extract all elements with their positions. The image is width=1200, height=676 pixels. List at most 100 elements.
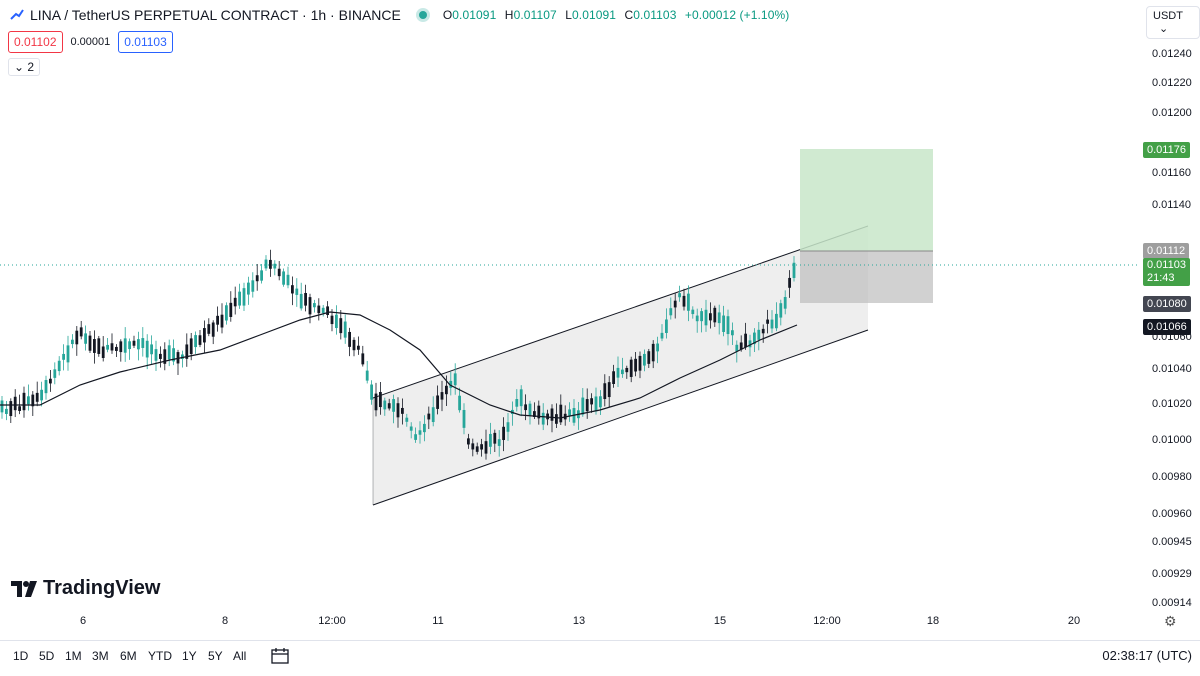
candle-body bbox=[260, 270, 263, 281]
time-tick: 6 bbox=[79, 615, 87, 627]
candle-body bbox=[515, 399, 519, 407]
candle-body bbox=[264, 259, 268, 269]
candle-body bbox=[594, 396, 598, 412]
candle-body bbox=[211, 322, 215, 337]
range-button-5d[interactable]: 5D bbox=[39, 649, 55, 663]
time-tick: 8 bbox=[221, 615, 229, 627]
range-button-1m[interactable]: 1M bbox=[65, 649, 82, 663]
currency-selector[interactable]: USDT ⌄ bbox=[1146, 6, 1200, 39]
candle-body bbox=[656, 343, 659, 352]
candle-body bbox=[546, 413, 549, 420]
candle-body bbox=[335, 314, 338, 329]
candle-body bbox=[348, 331, 351, 347]
candle-body bbox=[506, 422, 510, 432]
candle-body bbox=[132, 340, 136, 346]
candle-body bbox=[484, 441, 488, 454]
candle-body bbox=[49, 378, 52, 384]
candle-body bbox=[220, 314, 224, 328]
candle-body bbox=[748, 340, 752, 348]
candle-body bbox=[150, 344, 153, 355]
candle-body bbox=[695, 315, 699, 322]
candle-body bbox=[295, 288, 299, 295]
candle-body bbox=[101, 346, 105, 359]
chevron-down-icon: ⌄ bbox=[14, 60, 25, 74]
chart-header: LINA / TetherUS PERPETUAL CONTRACT · 1h … bbox=[10, 7, 789, 23]
indicators-toggle[interactable]: ⌄ 2 bbox=[8, 58, 41, 76]
candle-body bbox=[471, 443, 475, 450]
candle-body bbox=[766, 319, 769, 324]
candle-body bbox=[27, 396, 30, 405]
candle-body bbox=[581, 397, 585, 415]
candle-body bbox=[550, 408, 554, 421]
candle-body bbox=[612, 371, 615, 384]
utc-clock[interactable]: 02:38:17 (UTC) bbox=[1102, 648, 1192, 663]
time-tick: 20 bbox=[1067, 615, 1081, 627]
range-button-1d[interactable]: 1D bbox=[13, 649, 29, 663]
range-button-6m[interactable]: 6M bbox=[120, 649, 137, 663]
candle-body bbox=[172, 348, 175, 362]
range-button-all[interactable]: All bbox=[233, 649, 247, 663]
price-tick: 0.01200 bbox=[1152, 107, 1192, 119]
candle-body bbox=[779, 303, 783, 318]
ma-price-label: 0.01066 bbox=[1143, 319, 1191, 335]
target-zone[interactable] bbox=[800, 149, 933, 251]
candle-body bbox=[176, 352, 180, 364]
candle-body bbox=[13, 396, 17, 411]
price-tick: 0.00960 bbox=[1152, 508, 1192, 520]
candle-body bbox=[269, 259, 272, 269]
chart-canvas[interactable] bbox=[0, 0, 1138, 608]
candle-body bbox=[665, 319, 668, 334]
price-tick: 0.00914 bbox=[1152, 597, 1192, 609]
candle-body bbox=[93, 339, 96, 353]
candle-body bbox=[440, 392, 444, 400]
candle-body bbox=[31, 394, 35, 407]
candle-body bbox=[541, 412, 545, 425]
price-tick: 0.00929 bbox=[1152, 568, 1192, 580]
candle-body bbox=[744, 333, 747, 348]
candle-body bbox=[247, 282, 250, 295]
range-button-1y[interactable]: 1Y bbox=[182, 649, 197, 663]
candle-body bbox=[379, 391, 382, 408]
ohlc-values: O0.01091 H0.01107 L0.01091 C0.01103 +0.0… bbox=[442, 8, 790, 22]
time-axis[interactable]: 6 8 12:00 11 13 15 12:00 18 20 bbox=[0, 608, 1138, 634]
candle-body bbox=[489, 433, 492, 447]
range-button-5y[interactable]: 5Y bbox=[208, 649, 223, 663]
candle-body bbox=[233, 297, 237, 307]
range-button-ytd[interactable]: YTD bbox=[148, 649, 172, 663]
candle-body bbox=[365, 370, 369, 381]
candle-body bbox=[616, 367, 620, 378]
candle-body bbox=[739, 342, 743, 350]
buy-button[interactable]: 0.01103 bbox=[118, 31, 173, 53]
candle-body bbox=[326, 306, 329, 316]
sell-button[interactable]: 0.01102 bbox=[8, 31, 63, 53]
stop-zone[interactable] bbox=[800, 251, 933, 303]
candle-body bbox=[357, 345, 360, 350]
candle-body bbox=[713, 307, 717, 323]
range-button-3m[interactable]: 3M bbox=[92, 649, 109, 663]
candle-body bbox=[88, 335, 92, 351]
candle-body bbox=[431, 407, 435, 423]
price-tick: 0.00980 bbox=[1152, 471, 1192, 483]
candle-body bbox=[313, 303, 316, 308]
candle-body bbox=[673, 300, 677, 308]
candle-body bbox=[669, 308, 673, 316]
price-tick: 0.00945 bbox=[1152, 536, 1192, 548]
trade-buttons: 0.01102 0.00001 0.01103 bbox=[8, 31, 173, 53]
settings-gear-icon[interactable]: ⚙ bbox=[1164, 613, 1177, 629]
symbol-title[interactable]: LINA / TetherUS PERPETUAL CONTRACT · 1h … bbox=[30, 7, 401, 23]
calendar-range-icon[interactable] bbox=[270, 646, 290, 671]
candle-body bbox=[401, 407, 404, 414]
channel-lower-line[interactable] bbox=[372, 329, 869, 506]
candle-body bbox=[788, 277, 791, 288]
candle-body bbox=[57, 360, 61, 372]
candle-body bbox=[559, 404, 563, 423]
candle-body bbox=[145, 340, 149, 358]
market-status-icon bbox=[418, 11, 427, 19]
candle-body bbox=[277, 268, 281, 277]
countdown-label: 21:43 bbox=[1147, 272, 1175, 284]
tradingview-logo[interactable]: TradingView bbox=[11, 577, 160, 600]
candle-body bbox=[163, 349, 167, 364]
candle-body bbox=[115, 346, 118, 351]
candle-body bbox=[71, 339, 74, 345]
candle-body bbox=[427, 413, 431, 420]
